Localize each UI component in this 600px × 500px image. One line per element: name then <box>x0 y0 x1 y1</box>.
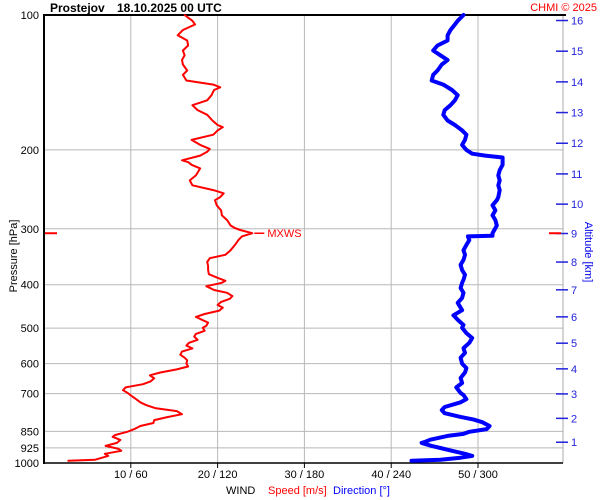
pressure-tick-label: 700 <box>21 389 39 401</box>
wind-tick-label: 10 / 60 <box>114 469 148 481</box>
station-name: Prostejov <box>50 1 105 15</box>
altitude-tick-label: 13 <box>571 108 583 120</box>
speed-curve <box>67 14 254 462</box>
pressure-tick-label: 400 <box>21 280 39 292</box>
altitude-tick-label: 7 <box>571 285 577 297</box>
wind-tick-label: 50 / 300 <box>458 469 498 481</box>
pressure-tick-label: 1000 <box>15 458 39 470</box>
wind-tick-label: 20 / 120 <box>198 469 238 481</box>
wind-axis-label: WIND <box>226 485 256 497</box>
speed-legend-label: Speed [m/s] <box>268 485 327 497</box>
direction-legend-label: Direction [°] <box>333 485 390 497</box>
altitude-tick-label: 8 <box>571 257 577 269</box>
sounding-datetime: 18.10.2025 00 UTC <box>117 1 222 15</box>
altitude-tick-label: 3 <box>571 389 577 401</box>
altitude-tick-label: 1 <box>571 437 577 449</box>
pressure-tick-label: 200 <box>21 145 39 157</box>
altitude-tick-label: 14 <box>571 77 583 89</box>
altitude-tick-label: 12 <box>571 138 583 150</box>
wind-tick-label: 40 / 240 <box>371 469 411 481</box>
pressure-tick-label: 100 <box>21 10 39 22</box>
mxws-label: MXWS <box>267 228 301 240</box>
altitude-tick-label: 6 <box>571 312 577 324</box>
altitude-tick-label: 10 <box>571 199 583 211</box>
altitude-tick-label: 15 <box>571 46 583 58</box>
pressure-tick-label: 850 <box>21 426 39 438</box>
altitude-tick-label: 2 <box>571 413 577 425</box>
altitude-tick-label: 11 <box>571 169 582 181</box>
altitude-tick-label: 4 <box>571 364 577 376</box>
pressure-tick-label: 300 <box>21 224 39 236</box>
pressure-tick-label: 500 <box>21 323 39 335</box>
wind-tick-label: 30 / 180 <box>285 469 325 481</box>
direction-curve <box>409 13 505 463</box>
altitude-tick-label: 16 <box>571 16 583 28</box>
altitude-tick-label: 5 <box>571 338 577 350</box>
pressure-tick-label: 600 <box>21 359 39 371</box>
credit-text: CHMI © 2025 <box>530 2 597 14</box>
pressure-tick-label: 925 <box>21 443 39 455</box>
altitude-tick-label: 9 <box>571 229 577 241</box>
